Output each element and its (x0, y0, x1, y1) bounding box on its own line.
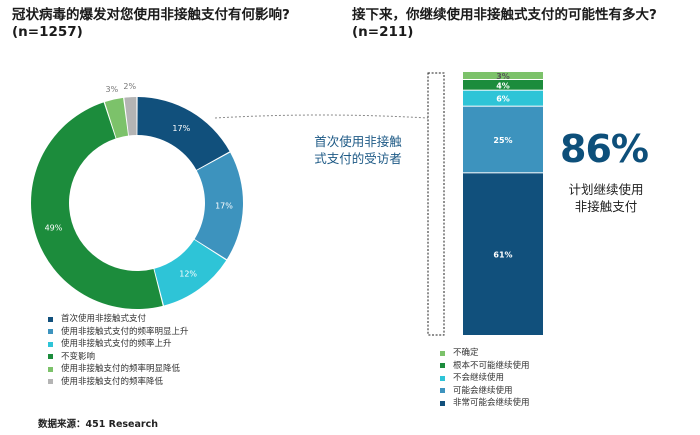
legend-label: 首次使用非接触式支付 (61, 314, 147, 324)
bar-segment-label: 61% (493, 251, 512, 260)
donut-slice (104, 97, 129, 139)
legend-swatch (440, 363, 445, 369)
stacked-bar-chart: 61% 25% 6% 4%3% (463, 72, 543, 335)
donut-slice-label: 3% (106, 85, 119, 94)
legend-item: 不变影响 (48, 351, 189, 364)
legend-item: 使用非接触式支付的频率明显上升 (48, 326, 189, 339)
bar-segment-label: 4% (496, 81, 510, 90)
highlight-caption: 计划继续使用 非接触支付 (568, 182, 644, 214)
donut-slice (194, 152, 244, 260)
bar-segment (463, 90, 543, 106)
legend-label: 使用非接触支付的频率降低 (61, 376, 164, 387)
legend-item: 使用非接触支付的频率降低 (48, 376, 189, 389)
legend-item: 使用非接触支付的频率明显降低 (48, 363, 189, 376)
legend-swatch (48, 379, 53, 385)
donut-slice (31, 102, 163, 309)
bar-segment (463, 72, 543, 79)
donut-slice (154, 239, 227, 306)
bar-segment-label: 3% (496, 72, 510, 81)
bar-legend: 不确定根本不可能继续使用 不会继续使用 可能会继续使用非常可能会继续使用 (440, 347, 530, 410)
legend-swatch (48, 354, 53, 360)
legend-item: 不确定 (440, 347, 530, 360)
donut-legend: 首次使用非接触式支付使用非接触式支付的频率明显上升 使用非接触式支付的频率上升 不变… (48, 313, 189, 388)
bar-segment (463, 106, 543, 173)
legend-swatch (48, 316, 53, 322)
legend-swatch (440, 388, 445, 394)
legend-swatch (440, 350, 445, 356)
legend-label: 使用非接触支付的频率明显降低 (61, 364, 181, 374)
legend-swatch (48, 366, 53, 372)
legend-item: 非常可能会继续使用 (440, 397, 530, 410)
legend-item: 不会继续使用 (440, 372, 530, 385)
left-chart-title: 冠状病毒的爆发对您使用非接触支付有何影响? (n=1257) (12, 7, 290, 40)
highlight-value: 86% (560, 127, 649, 171)
donut-slice-label: 17% (172, 124, 190, 133)
bar-segment-label: 25% (493, 136, 512, 145)
legend-swatch (440, 375, 445, 381)
legend-label: 根本不可能继续使用 (453, 360, 530, 371)
legend-item: 使用非接触式支付的频率上升 (48, 338, 189, 351)
donut-slice (137, 97, 230, 170)
legend-label: 不变影响 (61, 351, 96, 362)
donut-slice-label: 49% (45, 223, 63, 232)
legend-item: 根本不可能继续使用 (440, 360, 530, 373)
donut-slice-label: 12% (179, 269, 197, 278)
legend-label: 非常可能会继续使用 (453, 398, 530, 408)
legend-item: 可能会继续使用 (440, 385, 530, 398)
bar-segment (463, 80, 543, 90)
donut-slice (124, 97, 137, 136)
legend-item: 首次使用非接触式支付 (48, 313, 189, 326)
legend-label: 可能会继续使用 (453, 385, 513, 396)
donut-slice-label: 2% (123, 82, 136, 91)
dotted-bracket (427, 72, 445, 336)
bar-segment (463, 173, 543, 335)
bar-segment-label: 6% (496, 95, 510, 104)
source-note: 数据来源：451 Research (38, 419, 158, 430)
right-chart-title: 接下来，你继续使用非接触式支付的可能性有多大? (n=211) (352, 7, 657, 40)
legend-label: 不会继续使用 (453, 373, 505, 383)
legend-label: 使用非接触式支付的频率明显上升 (61, 326, 189, 337)
callout-text: 首次使用非接触 式支付的受访者 (314, 134, 402, 166)
legend-label: 使用非接触式支付的频率上升 (61, 339, 172, 349)
donut-chart: 17% 17% 12% 49% 3% 2% (31, 82, 244, 309)
legend-swatch (48, 329, 53, 335)
legend-swatch (440, 400, 445, 406)
donut-slice-label: 17% (215, 202, 233, 211)
legend-label: 不确定 (453, 348, 479, 358)
legend-swatch (48, 341, 53, 347)
